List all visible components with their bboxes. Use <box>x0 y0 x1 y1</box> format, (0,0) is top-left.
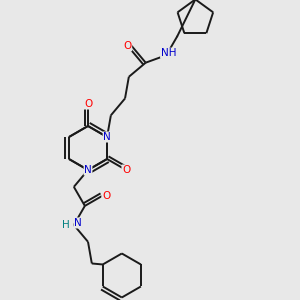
Text: N: N <box>84 165 92 175</box>
Text: N: N <box>103 132 111 142</box>
Text: H: H <box>62 220 70 230</box>
Text: O: O <box>102 191 110 201</box>
Text: O: O <box>84 99 92 109</box>
Text: N: N <box>74 218 82 228</box>
Text: O: O <box>123 41 132 51</box>
Text: NH: NH <box>160 48 176 58</box>
Text: O: O <box>122 165 130 175</box>
